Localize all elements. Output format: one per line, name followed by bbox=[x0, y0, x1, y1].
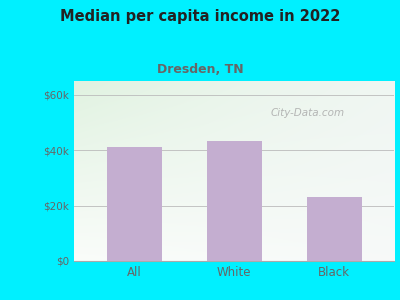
Text: Median per capita income in 2022: Median per capita income in 2022 bbox=[60, 9, 340, 24]
Text: Dresden, TN: Dresden, TN bbox=[157, 63, 243, 76]
Bar bbox=[306, 197, 362, 261]
Bar bbox=[206, 140, 262, 261]
Bar bbox=[106, 148, 162, 261]
Text: City-Data.com: City-Data.com bbox=[270, 108, 345, 118]
